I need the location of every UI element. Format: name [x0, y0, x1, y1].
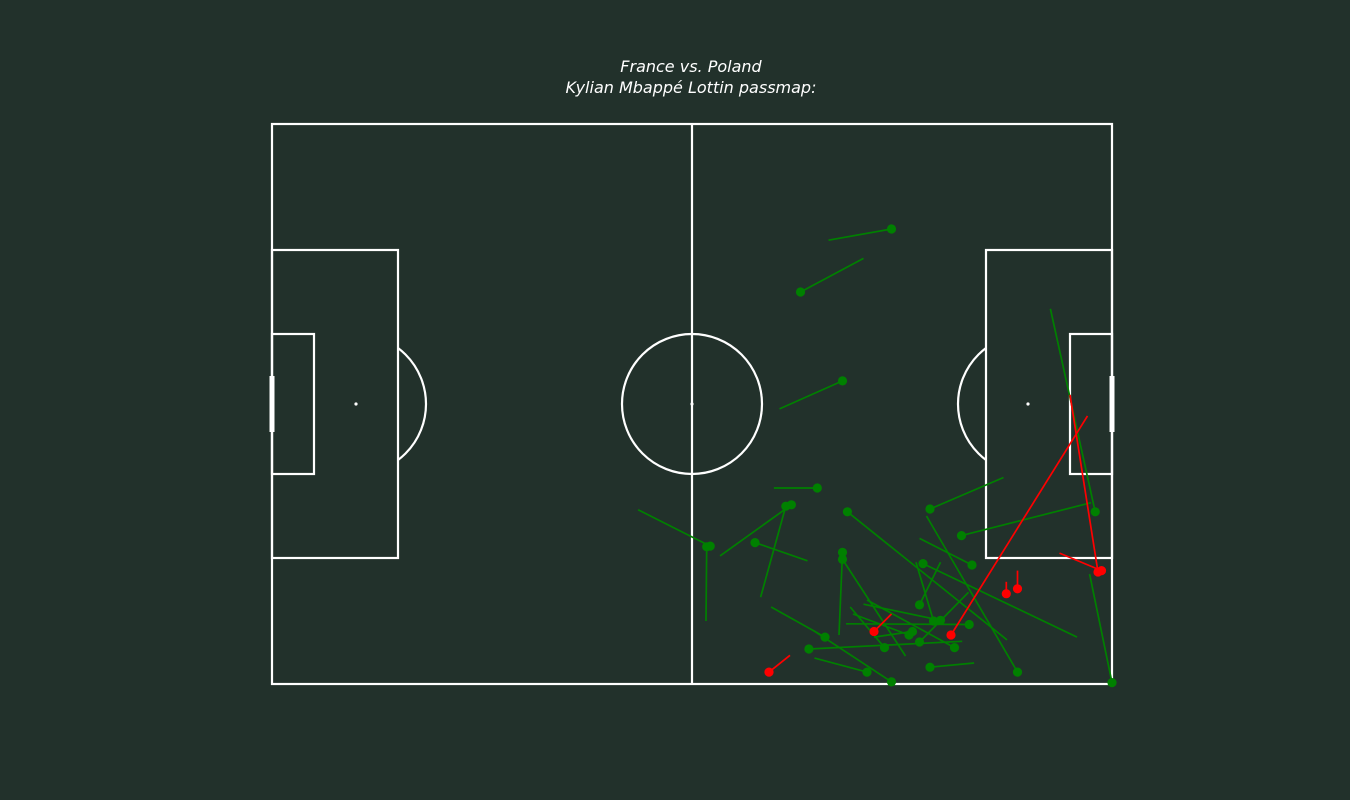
- successful-pass-start-7: [702, 542, 712, 552]
- successful-pass-start-22: [928, 616, 939, 626]
- successful-pass-line-7: [705, 546, 708, 622]
- successful-pass-start-0: [886, 224, 897, 234]
- successful-pass-start-11: [837, 554, 848, 565]
- successful-pass-line-0: [828, 228, 892, 242]
- successful-pass-start-32: [914, 600, 925, 610]
- successful-pass-line-19: [849, 606, 886, 649]
- chart-title-line1: France vs. Poland: [620, 57, 762, 76]
- centre-circle: [620, 332, 764, 476]
- successful-pass-start-29: [886, 677, 897, 687]
- left-penalty-arc: [398, 346, 428, 462]
- centre-spot: [690, 402, 694, 406]
- successful-pass-start-13: [956, 531, 967, 541]
- successful-pass-line-22: [915, 561, 935, 622]
- successful-pass-line-14: [922, 562, 1078, 638]
- pitch-markings: [269, 122, 1115, 686]
- unsuccessful-pass-start-3: [1001, 589, 1011, 599]
- successful-pass-start-28: [804, 644, 814, 654]
- chart-title-line2: Kylian Mbappé Lottin passmap:: [566, 78, 817, 97]
- successful-pass-line-30: [814, 657, 868, 673]
- successful-pass-start-31: [925, 662, 935, 672]
- successful-pass-start-10: [837, 547, 848, 558]
- successful-pass-start-21: [964, 619, 974, 630]
- successful-pass-line-32: [918, 561, 942, 606]
- pass-lines: [637, 224, 1117, 688]
- successful-pass-start-8: [750, 538, 760, 548]
- successful-pass-start-23: [914, 637, 925, 647]
- successful-pass-line-18: [1088, 573, 1113, 683]
- unsuccessful-pass-line-0: [950, 415, 1089, 636]
- successful-pass-line-11: [841, 558, 907, 657]
- successful-pass-line-13: [961, 501, 1092, 537]
- successful-pass-line-10: [838, 552, 844, 636]
- successful-pass-line-9: [846, 511, 1008, 641]
- unsuccessful-pass-line-1: [1069, 394, 1099, 573]
- successful-pass-line-5: [759, 505, 787, 598]
- successful-pass-start-2: [837, 376, 848, 386]
- successful-pass-start-16: [967, 560, 977, 570]
- successful-pass-start-30: [862, 667, 872, 677]
- left-penalty-spot: [354, 402, 358, 406]
- successful-pass-line-29: [813, 630, 892, 683]
- successful-pass-line-12: [929, 476, 1004, 510]
- unsuccessful-pass-start-6: [764, 667, 774, 677]
- successful-pass-line-28: [808, 640, 963, 650]
- successful-pass-line-15: [925, 515, 1019, 673]
- successful-pass-start-17: [1090, 507, 1100, 517]
- successful-pass-start-14: [918, 559, 928, 569]
- successful-pass-start-26: [904, 630, 914, 640]
- unsuccessful-pass-start-4: [1012, 584, 1023, 594]
- successful-pass-line-20: [863, 603, 941, 622]
- unsuccessful-pass-start-5: [869, 626, 879, 637]
- successful-pass-start-18: [1107, 678, 1117, 688]
- successful-pass-line-1: [800, 257, 864, 293]
- unsuccessful-pass-start-2: [1096, 566, 1107, 576]
- successful-pass-start-15: [1012, 667, 1023, 677]
- successful-pass-line-4: [719, 504, 792, 557]
- successful-pass-start-9: [842, 507, 853, 517]
- right-penalty-spot: [1026, 402, 1030, 406]
- successful-pass-start-1: [795, 287, 806, 297]
- successful-pass-start-12: [925, 504, 935, 514]
- unsuccessful-pass-line-2: [1059, 552, 1102, 572]
- successful-pass-line-16: [919, 537, 973, 566]
- successful-pass-line-6: [637, 508, 711, 547]
- successful-pass-line-25: [866, 599, 955, 649]
- successful-pass-line-21: [845, 622, 970, 626]
- right-penalty-arc: [956, 346, 986, 462]
- successful-pass-line-31: [929, 662, 975, 669]
- successful-pass-line-8: [754, 541, 808, 562]
- successful-pass-start-5: [781, 501, 791, 511]
- successful-pass-line-2: [779, 380, 843, 410]
- unsuccessful-pass-start-0: [946, 630, 956, 640]
- successful-pass-start-3: [812, 483, 822, 493]
- successful-pass-start-25: [949, 643, 960, 653]
